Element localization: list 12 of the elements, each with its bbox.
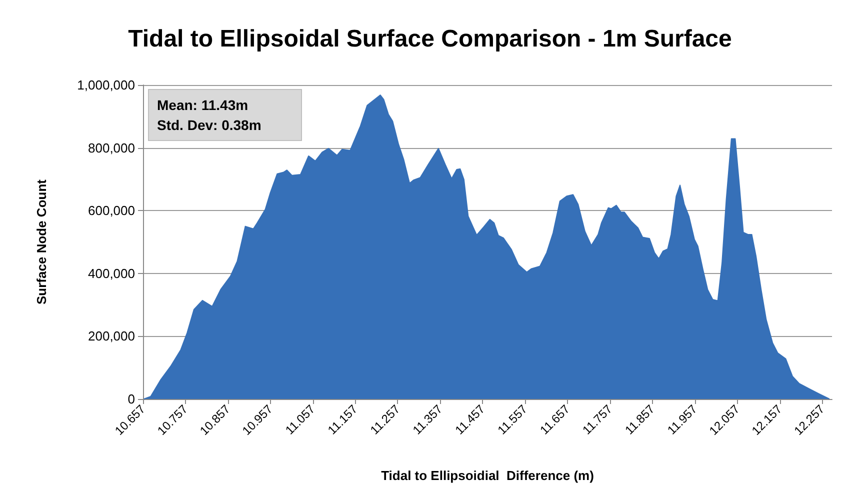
- annotation: Mean: 11.43m: [157, 96, 250, 115]
- y-tick-label: 0: [128, 392, 135, 406]
- y-tick-label: 600,000: [88, 203, 135, 218]
- annotation: Std. Dev: 0.38m: [157, 116, 262, 135]
- y-tick-label: 1,000,000: [77, 78, 135, 92]
- y-tick-label: 400,000: [88, 266, 135, 281]
- x-axis-title: Tidal to Ellipsoidial Difference (m): [381, 468, 594, 483]
- y-axis-title: Surface Node Count: [34, 178, 49, 304]
- note-box: Mean: 11.43m Std. Dev: 0.38m: [148, 89, 302, 141]
- chart-title: Tidal to Ellipsoidal Surface Comparison - 1m Surface: [128, 26, 732, 52]
- y-tick-label: 200,000: [88, 328, 135, 344]
- y-tick-label: 800,000: [88, 140, 135, 156]
